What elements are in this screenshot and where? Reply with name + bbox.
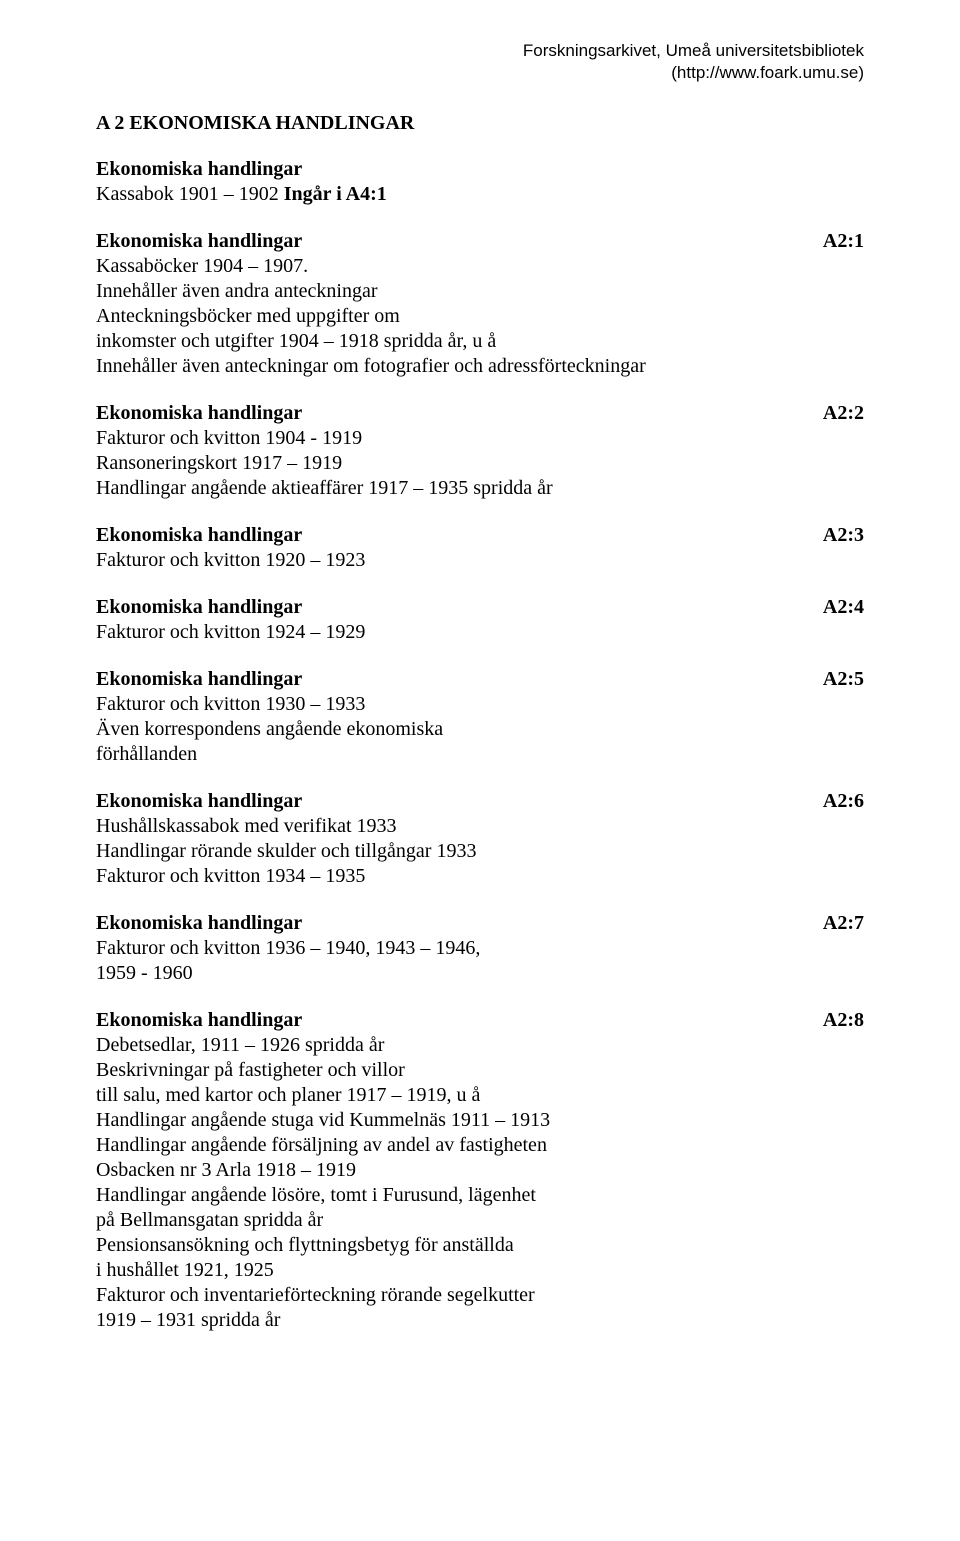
entry-line: på Bellmansgatan spridda år xyxy=(96,1208,864,1233)
entry-head: Ekonomiska handlingar A2:2 xyxy=(96,401,864,426)
preamble-ingar: Ingår i A4:1 xyxy=(284,183,387,205)
entry-code: A2:4 xyxy=(799,595,864,620)
entry-body: Debetsedlar, 1911 – 1926 spridda årBeskr… xyxy=(96,1033,864,1333)
archive-entry: Ekonomiska handlingar A2:7Fakturor och kv… xyxy=(96,911,864,986)
entry-body: Fakturor och kvitton 1936 – 1940, 1943 –… xyxy=(96,936,864,986)
preamble-entry: Ekonomiska handlingar Kassabok 1901 – 19… xyxy=(96,157,864,207)
entry-line: Fakturor och kvitton 1930 – 1933 xyxy=(96,692,864,717)
entry-label: Ekonomiska handlingar xyxy=(96,789,302,814)
archive-entry: Ekonomiska handlingar A2:6Hushållskassabo… xyxy=(96,789,864,889)
entry-head: Ekonomiska handlingar A2:6 xyxy=(96,789,864,814)
entry-line: Fakturor och inventarieförteckning röran… xyxy=(96,1283,864,1308)
entry-line: Handlingar angående försäljning av andel… xyxy=(96,1133,864,1158)
entry-label: Ekonomiska handlingar xyxy=(96,523,302,548)
entry-line: till salu, med kartor och planer 1917 – … xyxy=(96,1083,864,1108)
entry-body: Fakturor och kvitton 1930 – 1933Även kor… xyxy=(96,692,864,767)
entry-line: Osbacken nr 3 Arla 1918 – 1919 xyxy=(96,1158,864,1183)
entry-line: 1959 - 1960 xyxy=(96,961,864,986)
entry-line: Beskrivningar på fastigheter och villor xyxy=(96,1058,864,1083)
entry-line: Fakturor och kvitton 1904 - 1919 xyxy=(96,426,864,451)
archive-entry: Ekonomiska handlingar A2:5Fakturor och kv… xyxy=(96,667,864,767)
archive-url: (http://www.foark.umu.se) xyxy=(96,62,864,84)
entry-label: Ekonomiska handlingar xyxy=(96,667,302,692)
archive-header: Forskningsarkivet, Umeå universitetsbibl… xyxy=(96,40,864,84)
entry-code: A2:2 xyxy=(799,401,864,426)
entry-label: Ekonomiska handlingar xyxy=(96,595,302,620)
entry-code: A2:7 xyxy=(799,911,864,936)
entry-line: 1919 – 1931 spridda år xyxy=(96,1308,864,1333)
section-title: A 2 EKONOMISKA HANDLINGAR xyxy=(96,112,864,135)
entry-line: Innehåller även anteckningar om fotograf… xyxy=(96,354,864,379)
entry-line: Anteckningsböcker med uppgifter om xyxy=(96,304,864,329)
preamble-text: Kassabok 1901 – 1902 xyxy=(96,183,284,205)
entry-code: A2:5 xyxy=(799,667,864,692)
entry-head: Ekonomiska handlingar A2:3 xyxy=(96,523,864,548)
entry-label: Ekonomiska handlingar xyxy=(96,911,302,936)
entry-line: Fakturor och kvitton 1924 – 1929 xyxy=(96,620,864,645)
entry-code: A2:3 xyxy=(799,523,864,548)
document-page: Forskningsarkivet, Umeå universitetsbibl… xyxy=(0,0,960,1415)
entry-line: Handlingar rörande skulder och tillgånga… xyxy=(96,839,864,864)
entry-line: Pensionsansökning och flyttningsbetyg fö… xyxy=(96,1233,864,1258)
entry-line: Kassaböcker 1904 – 1907. xyxy=(96,254,864,279)
entry-head: Ekonomiska handlingar A2:1 xyxy=(96,229,864,254)
entry-body: Hushållskassabok med verifikat 1933Handl… xyxy=(96,814,864,889)
entry-line: Fakturor och kvitton 1920 – 1923 xyxy=(96,548,864,573)
entry-body: Kassaböcker 1904 – 1907.Innehåller även … xyxy=(96,254,864,379)
entry-body: Fakturor och kvitton 1924 – 1929 xyxy=(96,620,864,645)
entry-code: A2:1 xyxy=(799,229,864,254)
entry-line: i hushållet 1921, 1925 xyxy=(96,1258,864,1283)
archive-entry: Ekonomiska handlingar A2:4Fakturor och kv… xyxy=(96,595,864,645)
entry-line: Debetsedlar, 1911 – 1926 spridda år xyxy=(96,1033,864,1058)
archive-name: Forskningsarkivet, Umeå universitetsbibl… xyxy=(96,40,864,62)
entry-line: Handlingar angående aktieaffärer 1917 – … xyxy=(96,476,864,501)
entry-line: Även korrespondens angående ekonomiska xyxy=(96,717,864,742)
entry-line: Handlingar angående stuga vid Kummelnäs … xyxy=(96,1108,864,1133)
entry-body: Fakturor och kvitton 1904 - 1919Ransoner… xyxy=(96,426,864,501)
entries-container: Ekonomiska handlingar A2:1Kassaböcker 190… xyxy=(96,229,864,1333)
entry-label: Ekonomiska handlingar xyxy=(96,401,302,426)
entry-line: Ransoneringskort 1917 – 1919 xyxy=(96,451,864,476)
archive-entry: Ekonomiska handlingar A2:8Debetsedlar, 19… xyxy=(96,1008,864,1333)
entry-line: förhållanden xyxy=(96,742,864,767)
entry-head: Ekonomiska handlingar A2:8 xyxy=(96,1008,864,1033)
entry-head: Ekonomiska handlingar A2:7 xyxy=(96,911,864,936)
entry-code: A2:8 xyxy=(799,1008,864,1033)
entry-label: Ekonomiska handlingar xyxy=(96,1008,302,1033)
entry-line: inkomster och utgifter 1904 – 1918 sprid… xyxy=(96,329,864,354)
entry-line: Hushållskassabok med verifikat 1933 xyxy=(96,814,864,839)
archive-entry: Ekonomiska handlingar A2:2Fakturor och kv… xyxy=(96,401,864,501)
entry-label: Ekonomiska handlingar xyxy=(96,229,302,254)
preamble-body: Kassabok 1901 – 1902 Ingår i A4:1 xyxy=(96,182,864,207)
entry-line: Fakturor och kvitton 1934 – 1935 xyxy=(96,864,864,889)
entry-head: Ekonomiska handlingar A2:5 xyxy=(96,667,864,692)
entry-code: A2:6 xyxy=(799,789,864,814)
entry-line: Innehåller även andra anteckningar xyxy=(96,279,864,304)
entry-head: Ekonomiska handlingar A2:4 xyxy=(96,595,864,620)
entry-line: Handlingar angående lösöre, tomt i Furus… xyxy=(96,1183,864,1208)
preamble-label: Ekonomiska handlingar xyxy=(96,157,864,182)
archive-entry: Ekonomiska handlingar A2:3Fakturor och kv… xyxy=(96,523,864,573)
entry-body: Fakturor och kvitton 1920 – 1923 xyxy=(96,548,864,573)
archive-entry: Ekonomiska handlingar A2:1Kassaböcker 190… xyxy=(96,229,864,379)
entry-line: Fakturor och kvitton 1936 – 1940, 1943 –… xyxy=(96,936,864,961)
